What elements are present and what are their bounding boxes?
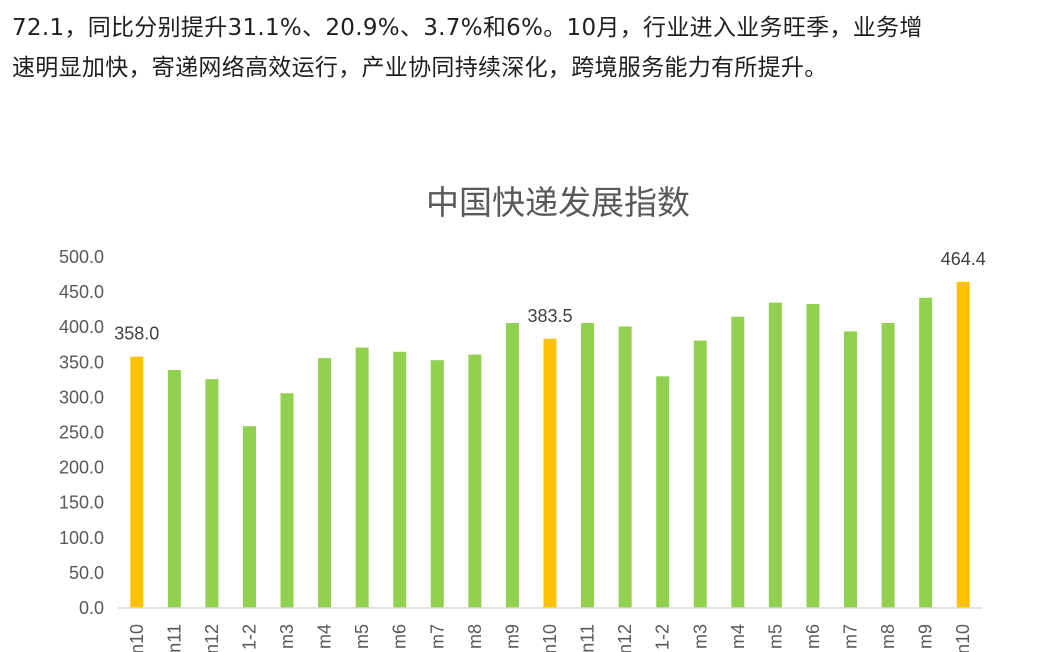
bar [393,351,407,608]
x-category-label: m9 [502,624,522,649]
bar [242,426,256,608]
y-tick-label: 100.0 [59,528,104,548]
bar [167,370,181,608]
bar-data-label: 464.4 [941,249,986,269]
bar [656,376,670,608]
bar-series [130,281,970,608]
bar [881,322,895,608]
x-category-label: m5 [352,624,372,649]
bar-data-label: 383.5 [527,306,572,326]
highlight-bar [956,281,970,608]
y-tick-label: 300.0 [59,387,104,407]
x-category-label: n12 [202,624,222,652]
bar [806,304,820,608]
bar [581,322,595,608]
x-category-label: m5 [765,624,785,649]
x-category-label: n10 [953,624,973,652]
x-category-label: m7 [427,624,447,649]
highlight-bar [543,338,557,608]
article-paragraph: 72.1，同比分别提升31.1%、20.9%、3.7%和6%。10月，行业进入业… [12,8,1042,88]
y-tick-label: 0.0 [79,598,104,618]
bar [919,297,933,608]
y-tick-label: 200.0 [59,458,104,478]
x-axis-labels: n10 n11 n12 1-2 m3 m4 m5 m6 m7 m8 m9 n10 n11 n12 1-2 m3… [127,624,973,652]
bar [618,326,632,608]
y-tick-label: 400.0 [59,317,104,337]
x-category-label: m8 [878,624,898,649]
bar [844,331,858,608]
y-tick-label: 350.0 [59,352,104,372]
y-tick-label: 50.0 [69,563,104,583]
x-category-label: m3 [690,624,710,649]
x-category-label: n10 [127,624,147,652]
x-category-label: m7 [841,624,861,649]
x-category-label: m3 [277,624,297,649]
data-labels: 358.0 383.5 464.4 [114,249,985,344]
x-category-label: n11 [578,624,598,652]
x-category-label: m4 [315,624,335,649]
y-axis: 0.0 50.0 100.0 150.0 200.0 250.0 300.0 350.0 400… [59,247,104,618]
bar [430,360,444,608]
x-category-label: n12 [615,624,635,652]
bar [768,302,782,608]
bar [505,322,519,608]
y-tick-label: 500.0 [59,247,104,267]
y-tick-label: 450.0 [59,282,104,302]
y-tick-label: 150.0 [59,493,104,513]
x-category-label: m6 [390,624,410,649]
bar [318,358,332,608]
x-category-label: m9 [916,624,936,649]
article-line-1: 72.1，同比分别提升31.1%、20.9%、3.7%和6%。10月，行业进入业… [12,15,923,41]
bar [205,379,219,608]
bar [355,347,369,608]
x-category-label: n11 [164,624,184,652]
bar-data-label: 358.0 [114,324,159,344]
x-category-label: m6 [803,624,823,649]
x-category-label: n10 [540,624,560,652]
x-category-label: m8 [465,624,485,649]
highlight-bar [130,356,144,608]
x-category-label: 1-2 [239,624,259,650]
x-category-label: 1-2 [653,624,673,650]
x-category-label: m4 [728,624,748,649]
chart-title: 中国快递发展指数 [426,183,690,222]
bar [693,340,707,608]
bar [280,393,294,608]
y-tick-label: 250.0 [59,423,104,443]
bar [468,354,482,608]
bar [731,316,745,608]
article-line-2: 速明显加快，寄递网络高效运行，产业协同持续深化，跨境服务能力有所提升。 [12,55,828,81]
